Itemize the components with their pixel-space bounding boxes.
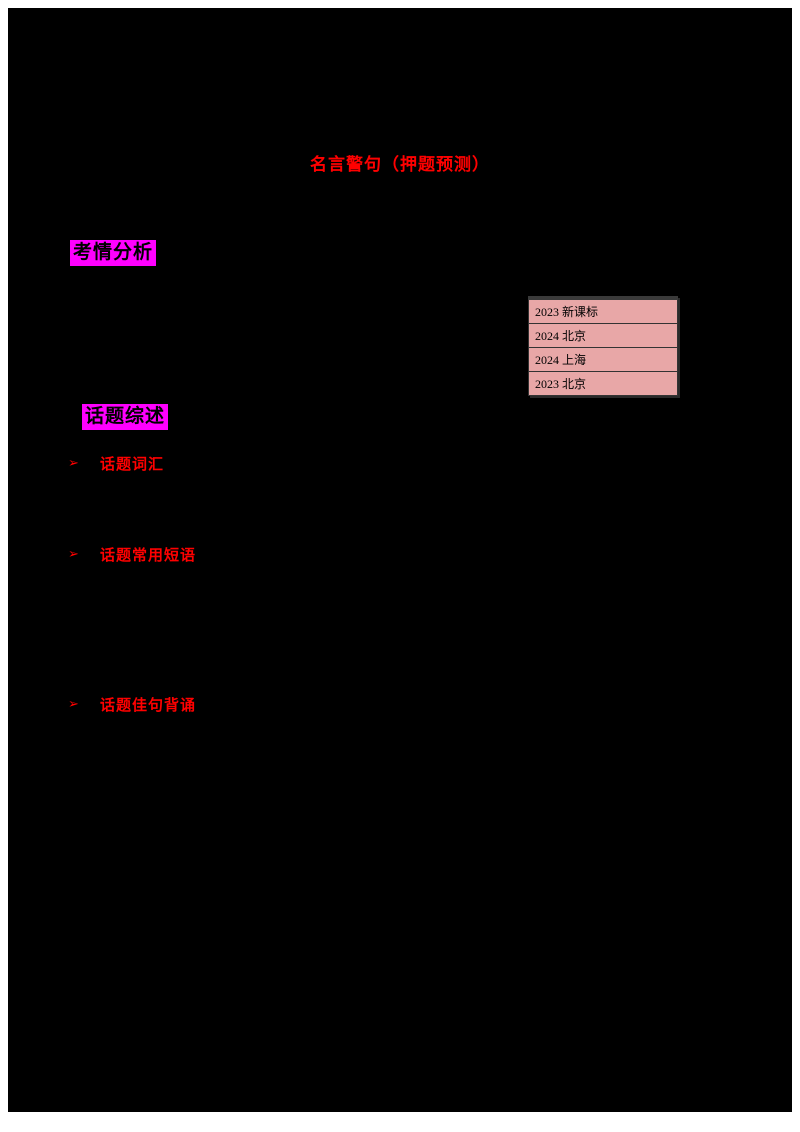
- arrow-bullet-icon: ➢: [68, 696, 79, 712]
- section-heading-exam-analysis: 考情分析: [70, 240, 157, 266]
- bullet-label: 话题常用短语: [100, 547, 197, 564]
- table-row: 2023 新课标: [528, 297, 678, 324]
- exam-source-table: 2023 新课标 2024 北京 2024 上海 2023 北京: [528, 296, 678, 396]
- list-item: ➢ 话题词汇: [68, 453, 164, 473]
- table-cell-exam-source: 2024 上海: [528, 347, 678, 372]
- list-item: ➢ 话题常用短语: [68, 544, 196, 564]
- list-item: ➢ 话题佳句背诵: [68, 694, 196, 714]
- table-row: 2024 北京: [528, 323, 678, 348]
- bullet-label: 话题佳句背诵: [100, 697, 197, 714]
- table-cell-exam-source: 2023 新课标: [528, 297, 678, 324]
- table-cell-exam-source: 2024 北京: [528, 323, 678, 348]
- arrow-bullet-icon: ➢: [68, 455, 79, 471]
- table-row: 2023 北京: [528, 371, 678, 396]
- table-row: 2024 上海: [528, 347, 678, 372]
- section-heading-topic-overview: 话题综述: [82, 404, 169, 430]
- dark-page-canvas: [8, 8, 792, 1112]
- arrow-bullet-icon: ➢: [68, 546, 79, 562]
- table-cell-exam-source: 2023 北京: [528, 371, 678, 396]
- document-title: 名言警句（押题预测）: [310, 155, 490, 174]
- bullet-label: 话题词汇: [100, 456, 165, 473]
